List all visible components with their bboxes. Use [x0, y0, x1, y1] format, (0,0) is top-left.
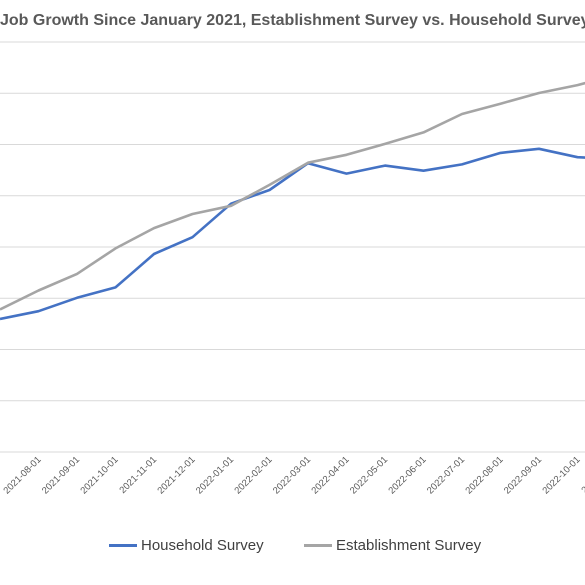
legend-swatch-household [109, 544, 137, 547]
chart-title: Job Growth Since January 2021, Establish… [0, 12, 585, 29]
series-lines [0, 81, 585, 321]
x-tick-label: 2021-10-01 [78, 454, 120, 496]
legend-item-household: Household Survey [109, 537, 264, 554]
x-tick-labels: 2021-08-012021-09-012021-10-012021-11-01… [1, 454, 585, 496]
series-line-establishment-survey [0, 81, 585, 311]
x-tick-label: 2022-04-01 [309, 454, 351, 496]
x-tick-label: 2022-06-01 [386, 454, 428, 496]
x-tick-label: 2022-05-01 [348, 454, 390, 496]
x-tick-label: 2022-07-01 [425, 454, 467, 496]
x-tick-label: 2022-03-01 [271, 454, 313, 496]
legend-label-establishment: Establishment Survey [336, 537, 482, 554]
gridlines [0, 41, 585, 453]
x-tick-label: 2022-10-01 [540, 454, 582, 496]
legend-item-establishment: Establishment Survey [304, 537, 481, 554]
legend-label-household: Household Survey [141, 537, 264, 554]
x-tick-label: 2022-02-01 [232, 454, 274, 496]
x-tick-label: 2022-09-01 [502, 454, 544, 496]
x-tick-label: 2021-09-01 [40, 454, 82, 496]
x-tick-label: 2021-11-01 [117, 454, 159, 496]
x-tick-label: 2022-08-01 [463, 454, 505, 496]
legend: Household Survey Establishment Survey [0, 537, 585, 559]
legend-swatch-establishment [304, 544, 332, 547]
series-line-household-survey [0, 147, 585, 321]
x-tick-label: 2021-12-01 [155, 454, 197, 496]
x-tick-label: 2022-01-01 [194, 454, 236, 496]
x-tick-label: 2021-08-01 [1, 454, 43, 496]
